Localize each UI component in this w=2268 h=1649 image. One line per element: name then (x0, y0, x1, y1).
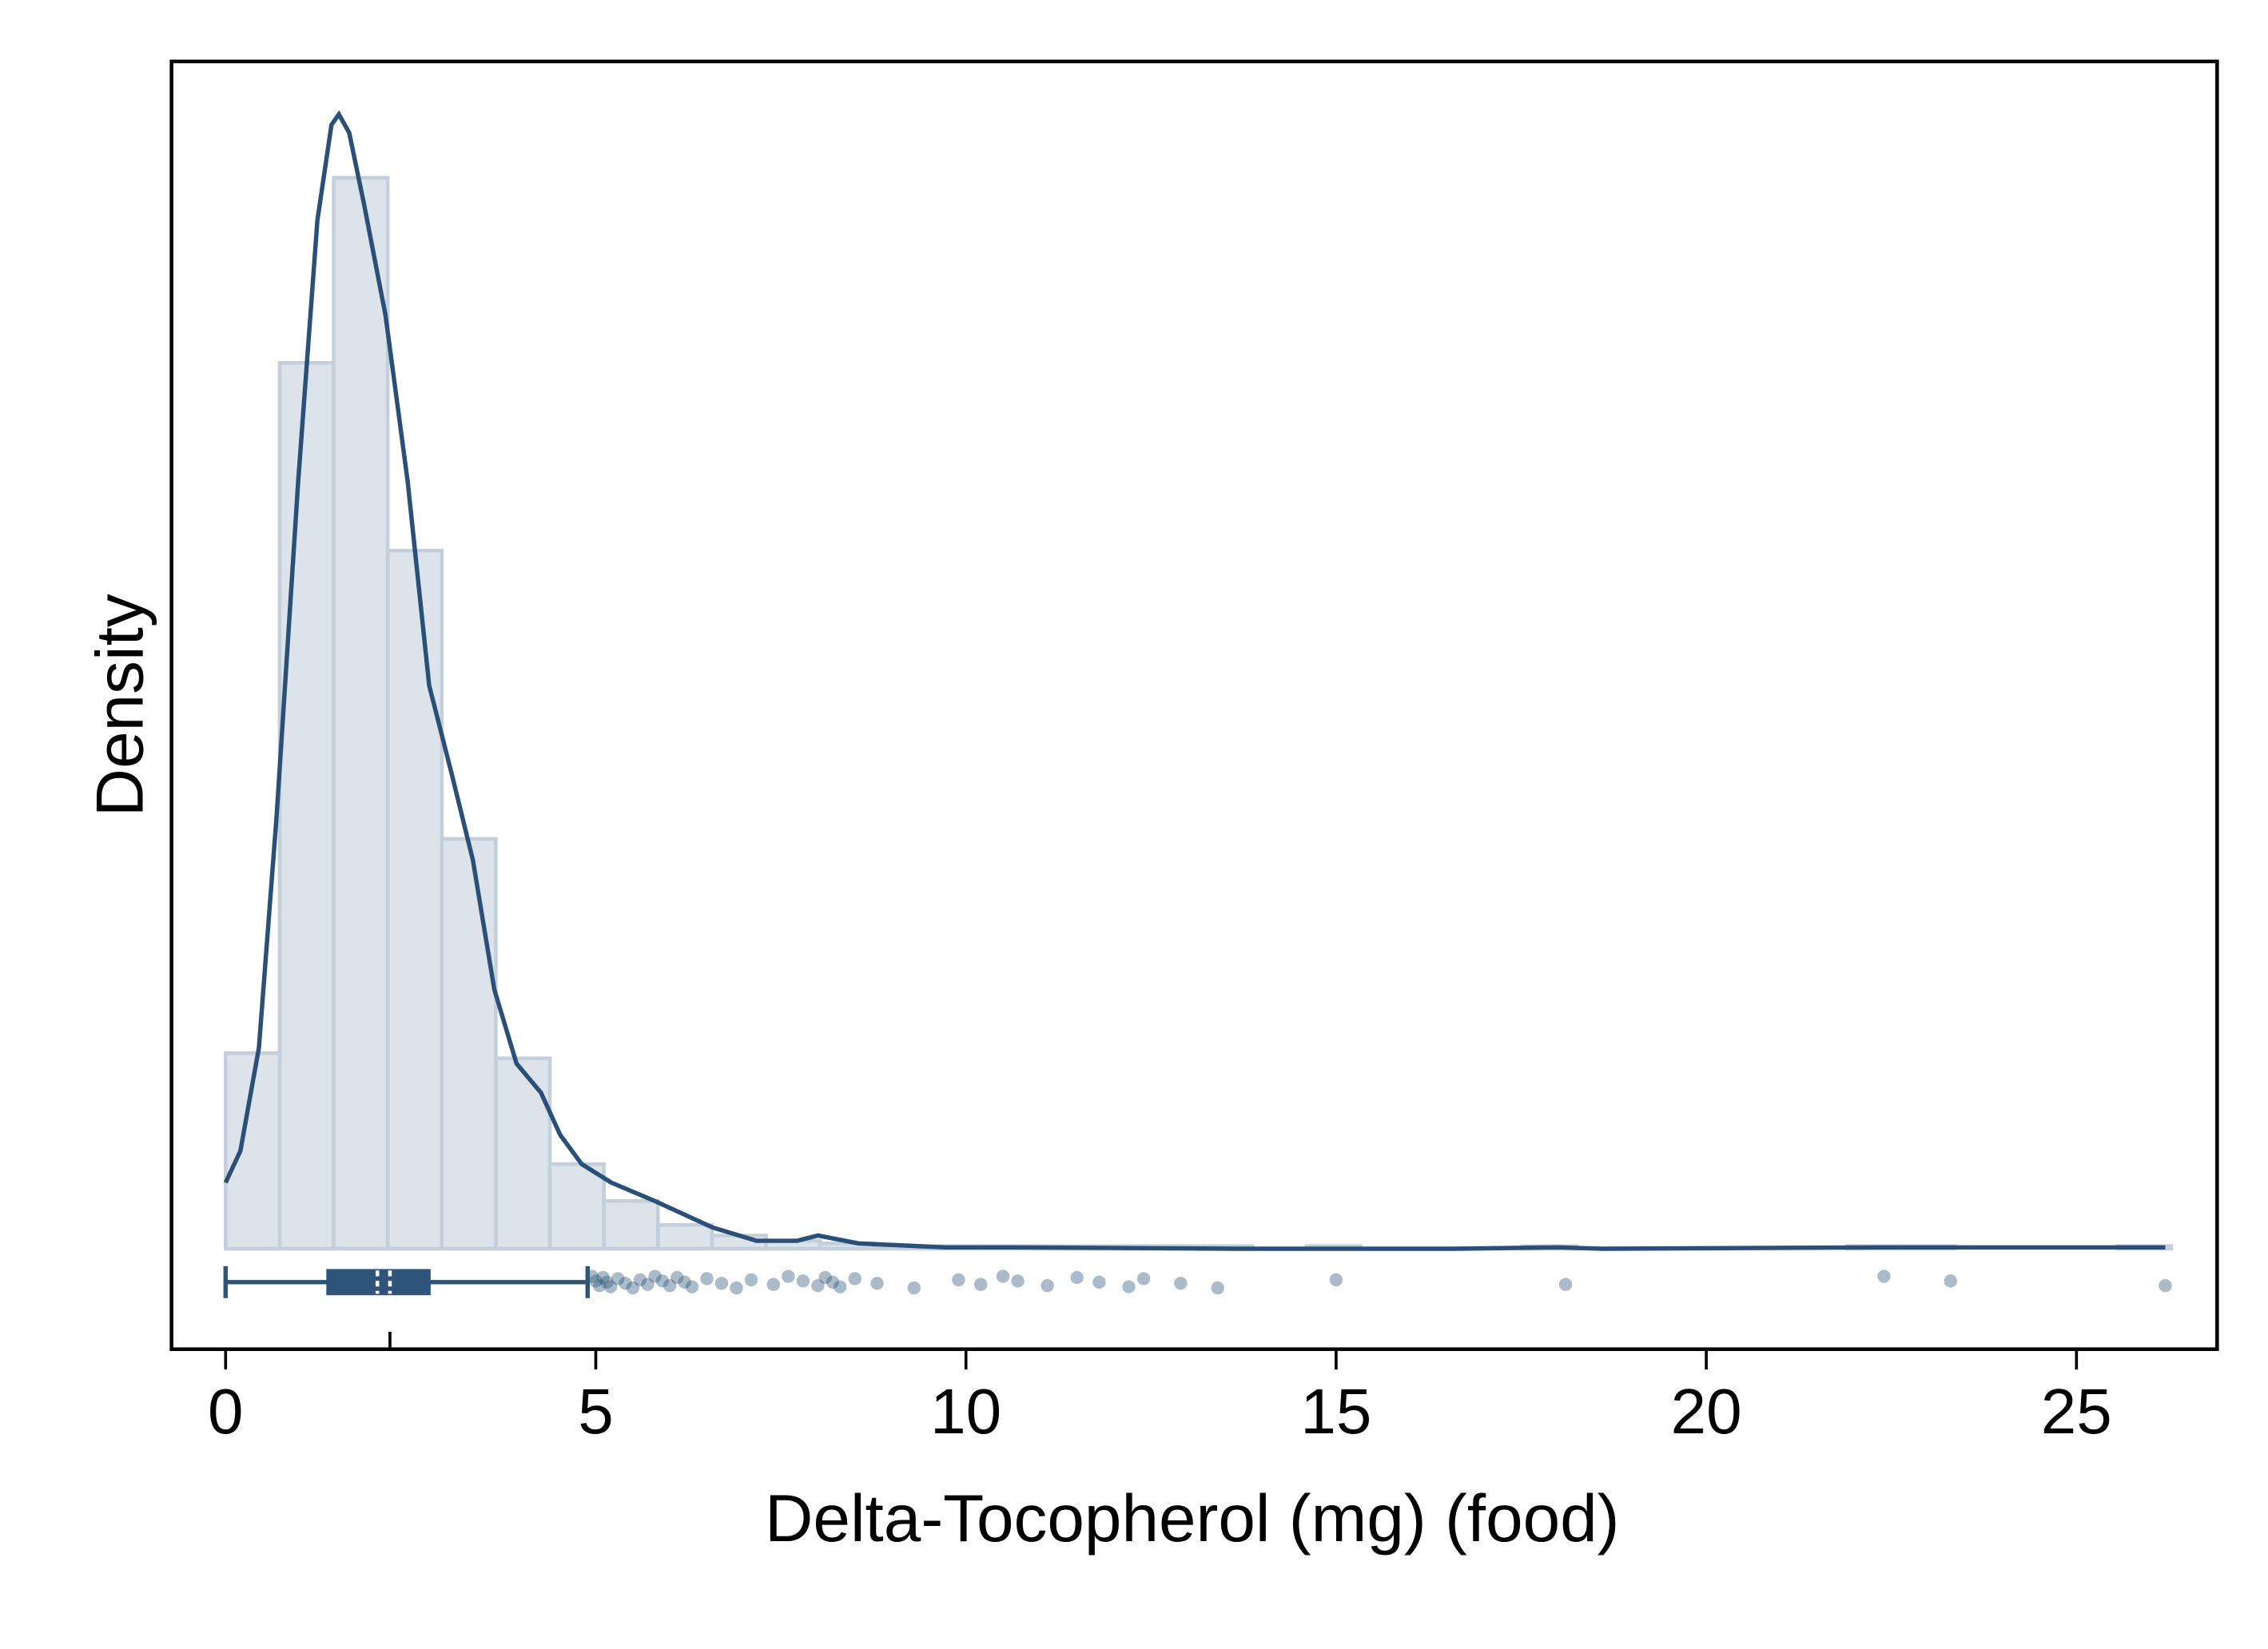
outlier (848, 1272, 861, 1285)
outlier (1944, 1274, 1958, 1288)
density-curve (223, 109, 2166, 1251)
outlier (648, 1270, 662, 1283)
outlier (974, 1277, 988, 1291)
outlier (641, 1277, 655, 1291)
plot-area (223, 109, 2174, 1349)
outlier (818, 1270, 832, 1285)
outlier (600, 1275, 614, 1289)
outlier (1070, 1270, 1084, 1285)
x-tick-label: 10 (930, 1376, 1001, 1447)
outlier (811, 1278, 825, 1293)
outlier (1122, 1280, 1136, 1293)
outlier (603, 1280, 618, 1293)
outlier (730, 1281, 743, 1295)
outlier (744, 1273, 758, 1287)
outlier (655, 1274, 670, 1288)
outlier (1877, 1270, 1891, 1283)
bar (332, 176, 390, 1251)
outlier (1174, 1277, 1188, 1290)
outlier (678, 1275, 691, 1289)
bar (602, 1199, 660, 1251)
outlier (714, 1277, 729, 1290)
outlier (611, 1272, 625, 1285)
outlier (1136, 1272, 1151, 1285)
outlier (870, 1277, 884, 1290)
outlier (633, 1273, 647, 1287)
outlier (596, 1270, 610, 1285)
bar (656, 1222, 714, 1251)
outlier (619, 1277, 632, 1290)
bar (547, 1162, 606, 1251)
x-tick-label: 15 (1300, 1376, 1371, 1447)
x-tick-label: 5 (578, 1376, 614, 1447)
x-axis-label: Delta-Tocopherol (mg) (food) (765, 1480, 1620, 1556)
outlier (907, 1281, 921, 1295)
outlier (592, 1278, 607, 1293)
outlier (834, 1280, 847, 1293)
x-tick-label: 20 (1671, 1376, 1742, 1447)
outlier (626, 1281, 640, 1295)
bar (385, 548, 444, 1251)
outlier (685, 1280, 699, 1293)
outlier (796, 1274, 810, 1288)
y-axis-label: Density (82, 594, 157, 817)
x-tick-label: 0 (208, 1376, 244, 1447)
plot-frame (169, 59, 2219, 1352)
bar (440, 836, 498, 1251)
outlier (996, 1270, 1010, 1283)
outlier (1211, 1281, 1224, 1295)
outlier (826, 1275, 840, 1289)
outlier (1040, 1278, 1054, 1293)
outlier (1329, 1273, 1343, 1287)
outlier (1011, 1274, 1025, 1288)
outlier (670, 1270, 684, 1285)
bar (277, 360, 336, 1251)
bar (494, 1056, 552, 1251)
outlier (1092, 1275, 1106, 1289)
outlier (952, 1273, 965, 1287)
x-tick-label: 25 (2041, 1376, 2112, 1447)
outlier (782, 1270, 795, 1283)
outlier (766, 1277, 781, 1291)
outlier (585, 1270, 599, 1283)
outlier (662, 1278, 677, 1293)
outlier (2159, 1278, 2172, 1293)
outlier (589, 1274, 603, 1288)
outlier (1558, 1277, 1573, 1291)
outlier (700, 1272, 714, 1285)
